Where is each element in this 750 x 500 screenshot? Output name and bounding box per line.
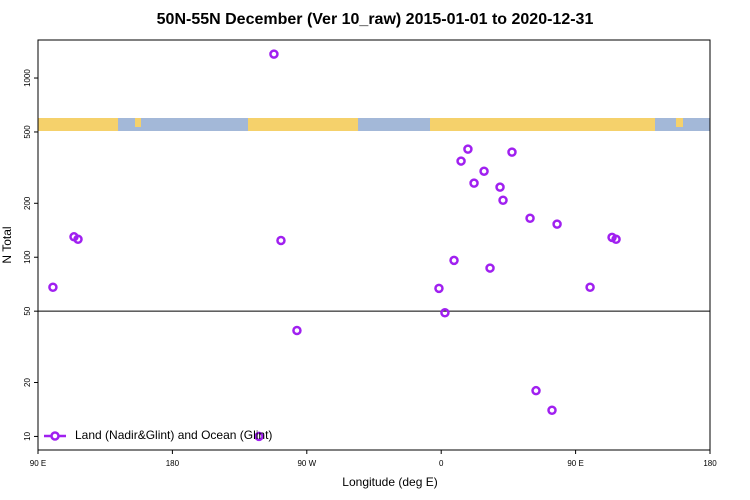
point [292, 325, 302, 336]
x-tick-label: 0 [439, 459, 444, 468]
point [449, 255, 459, 266]
y-tick-label: 10 [23, 431, 32, 440]
point [495, 182, 505, 192]
point [552, 219, 562, 229]
point [611, 234, 621, 244]
point [73, 234, 83, 244]
x-tick-label: 180 [166, 459, 180, 468]
point [498, 195, 508, 205]
chart-title: 50N-55N December (Ver 10_raw) 2015-01-01… [157, 11, 594, 28]
point [479, 166, 489, 176]
y-tick-label: 500 [23, 125, 32, 139]
x-tick-label: 90 W [297, 459, 316, 468]
point [469, 178, 479, 188]
y-tick-label: 50 [23, 306, 32, 315]
x-tick-label: 90 E [30, 459, 46, 468]
point [547, 405, 557, 415]
point [276, 235, 286, 246]
point [463, 144, 473, 154]
y-tick-label: 1000 [23, 69, 32, 87]
land-ocean-strip [38, 118, 710, 131]
y-tick-label: 20 [23, 377, 32, 386]
x-axis-label: Longitude (deg E) [342, 475, 437, 489]
point [269, 49, 279, 59]
point [434, 283, 444, 294]
point [585, 282, 595, 292]
point [440, 307, 450, 318]
x-tick-label: 180 [703, 459, 717, 468]
legend-label: Land (Nadir&Glint) and Ocean (Glint) [75, 428, 272, 442]
y-tick-label: 200 [23, 196, 32, 210]
y-axis-label: N Total [0, 226, 14, 263]
legend-marker [50, 431, 60, 441]
point [254, 431, 264, 442]
point [525, 213, 535, 224]
point [485, 263, 495, 273]
plot-frame [37, 39, 711, 451]
point [531, 385, 541, 396]
point [507, 147, 517, 157]
y-tick-label: 100 [23, 250, 32, 264]
point [48, 282, 58, 292]
point [456, 156, 466, 166]
x-tick-label: 90 E [567, 459, 583, 468]
